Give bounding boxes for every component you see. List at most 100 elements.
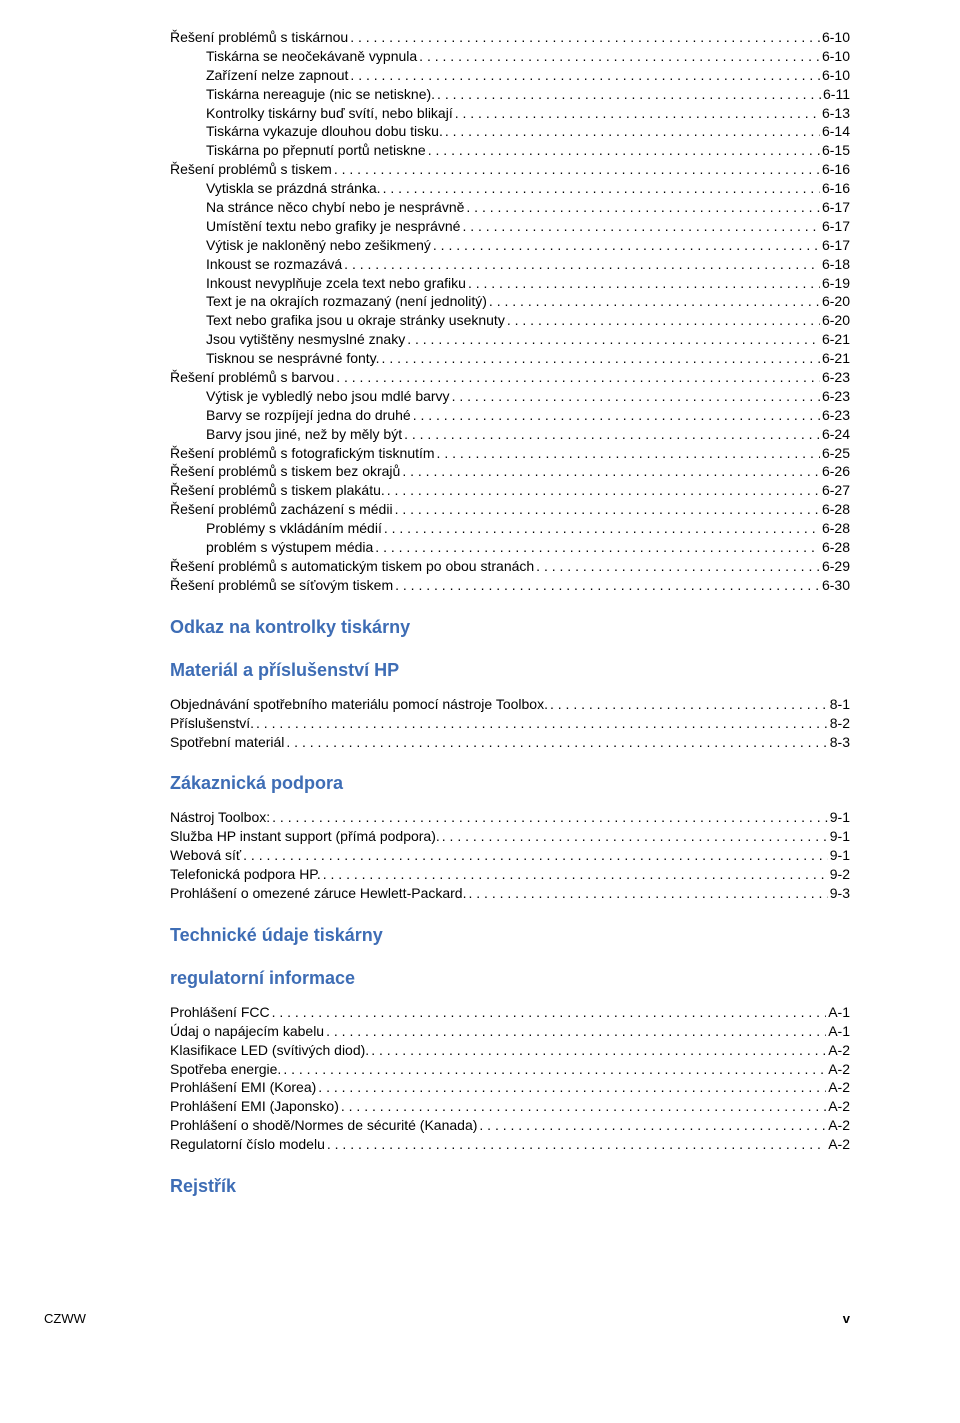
toc-label: Regulatorní číslo modelu	[170, 1135, 325, 1154]
toc-label: Inkoust se rozmazává	[206, 255, 342, 274]
toc-dot-leader	[455, 104, 820, 118]
toc-dot-leader	[387, 481, 820, 495]
toc-page-number: 6-13	[822, 104, 850, 123]
toc-dot-leader	[452, 387, 820, 401]
toc-label: Spotřeba energie.	[170, 1060, 281, 1079]
toc-line: Barvy se rozpíjejí jedna do druhé 6-23	[170, 406, 850, 425]
toc-dot-leader	[371, 1041, 826, 1055]
toc-dot-leader	[323, 865, 828, 879]
toc-page-number: 6-19	[822, 274, 850, 293]
toc-line: Objednávání spotřebního materiálu pomocí…	[170, 695, 850, 714]
toc-line: Telefonická podpora HP. 9-2	[170, 865, 850, 884]
toc-line: Řešení problémů zacházení s médii6-28	[170, 500, 850, 519]
toc-page-number: A-2	[828, 1041, 850, 1060]
toc-label: Řešení problémů se síťovým tiskem	[170, 576, 393, 595]
toc-page-number: 6-11	[823, 85, 850, 104]
toc-line: Řešení problémů s fotografickým tisknutí…	[170, 444, 850, 463]
toc-page-number: 9-1	[830, 808, 850, 827]
toc-page-number: 6-14	[822, 122, 850, 141]
toc-label: Barvy se rozpíjejí jedna do druhé	[206, 406, 411, 425]
toc-page-number: 9-3	[830, 884, 850, 903]
toc-dot-leader	[413, 406, 820, 420]
toc-label: Problémy s vkládáním médií	[206, 519, 382, 538]
toc-label: Webová síť	[170, 846, 241, 865]
toc-page-number: 6-17	[822, 198, 850, 217]
toc-label: Řešení problémů s tiskárnou	[170, 28, 348, 47]
toc-dot-leader	[375, 538, 820, 552]
toc-dot-leader	[468, 884, 827, 898]
toc-page-number: 6-24	[822, 425, 850, 444]
toc-page-number: 6-21	[822, 330, 850, 349]
toc-label: Vytiskla se prázdná stránka.	[206, 179, 381, 198]
toc-page-number: 9-1	[830, 846, 850, 865]
toc-page-number: 6-28	[822, 500, 850, 519]
toc-label: Řešení problémů s fotografickým tisknutí…	[170, 444, 435, 463]
toc-page-number: A-1	[828, 1003, 850, 1022]
toc-page-number: 6-29	[822, 557, 850, 576]
toc-line: Služba HP instant support (přímá podpora…	[170, 827, 850, 846]
toc-label: Na stránce něco chybí nebo je nesprávně	[206, 198, 464, 217]
toc-dot-leader	[437, 444, 820, 458]
toc-line: Řešení problémů s tiskem plakátu.6-27	[170, 481, 850, 500]
toc-label: Prohlášení FCC	[170, 1003, 270, 1022]
toc-dot-leader	[536, 557, 820, 571]
toc-dot-leader	[350, 28, 820, 42]
toc-line: Řešení problémů s automatickým tiskem po…	[170, 557, 850, 576]
toc-dot-leader	[433, 236, 820, 250]
toc-page-number: 6-10	[822, 47, 850, 66]
toc-page-number: A-2	[828, 1135, 850, 1154]
toc-line-group: Nástroj Toolbox: 9-1 Služba HP instant sup…	[170, 808, 850, 902]
toc-dot-leader	[256, 714, 828, 728]
toc-dot-leader	[407, 330, 820, 344]
toc-label: Tiskárna se neočekávaně vypnula	[206, 47, 417, 66]
toc-dot-leader	[341, 1097, 826, 1111]
toc-page-number: 6-10	[822, 66, 850, 85]
toc-dot-leader	[489, 292, 820, 306]
toc-line: Webová síť 9-1	[170, 846, 850, 865]
toc-dot-leader	[326, 1022, 826, 1036]
section-heading: regulatorní informace	[170, 968, 850, 989]
toc-page-number: A-2	[828, 1116, 850, 1135]
toc-label: Telefonická podpora HP.	[170, 865, 321, 884]
toc-page-number: 6-27	[822, 481, 850, 500]
toc-dot-leader	[404, 425, 820, 439]
toc-page-number: 6-21	[822, 349, 850, 368]
toc-line: Vytiskla se prázdná stránka.6-16	[170, 179, 850, 198]
toc-dot-leader	[318, 1078, 826, 1092]
toc-line: Tiskárna po přepnutí portů netiskne6-15	[170, 141, 850, 160]
toc-label: Prohlášení EMI (Japonsko)	[170, 1097, 339, 1116]
toc-dot-leader	[327, 1135, 826, 1149]
toc-dot-leader	[442, 827, 828, 841]
toc-dot-leader	[382, 349, 820, 363]
toc-label: Příslušenství.	[170, 714, 254, 733]
toc-page-number: 6-23	[822, 368, 850, 387]
toc-dot-leader	[384, 519, 820, 533]
toc-line: Problémy s vkládáním médií6-28	[170, 519, 850, 538]
toc-line-group: Řešení problémů s tiskárnou 6-10 Tiskárna …	[170, 28, 850, 595]
toc-label: Inkoust nevyplňuje zcela text nebo grafi…	[206, 274, 466, 293]
toc-page-number: 6-26	[822, 462, 850, 481]
toc-page-number: 9-1	[830, 827, 850, 846]
toc-page-number: 9-2	[830, 865, 850, 884]
section-heading: Rejstřík	[170, 1176, 850, 1197]
toc-label: Prohlášení EMI (Korea)	[170, 1078, 316, 1097]
footer-left: CZWW	[44, 1311, 86, 1326]
toc-line: Inkoust nevyplňuje zcela text nebo grafi…	[170, 274, 850, 293]
toc-label: Služba HP instant support (přímá podpora…	[170, 827, 440, 846]
toc-label: problém s výstupem média	[206, 538, 373, 557]
toc-label: Nástroj Toolbox:	[170, 808, 270, 827]
toc-line: Klasifikace LED (svítivých diod).A-2	[170, 1041, 850, 1060]
toc-label: Text je na okrajích rozmazaný (není jedn…	[206, 292, 487, 311]
toc-dot-leader	[383, 179, 820, 193]
toc-label: Barvy jsou jiné, než by měly být	[206, 425, 402, 444]
toc-label: Prohlášení o shodě/Normes de sécurité (K…	[170, 1116, 477, 1135]
toc-line: Nástroj Toolbox: 9-1	[170, 808, 850, 827]
toc-label: Výtisk je vybledlý nebo jsou mdlé barvy	[206, 387, 450, 406]
toc-page-number: 6-23	[822, 406, 850, 425]
toc-dot-leader	[428, 141, 820, 155]
toc-line: Na stránce něco chybí nebo je nesprávně 6…	[170, 198, 850, 217]
toc-dot-leader	[272, 808, 828, 822]
toc-dot-leader	[350, 66, 820, 80]
toc-label: Řešení problémů s tiskem bez okrajů	[170, 462, 400, 481]
toc-dot-leader	[283, 1060, 826, 1074]
